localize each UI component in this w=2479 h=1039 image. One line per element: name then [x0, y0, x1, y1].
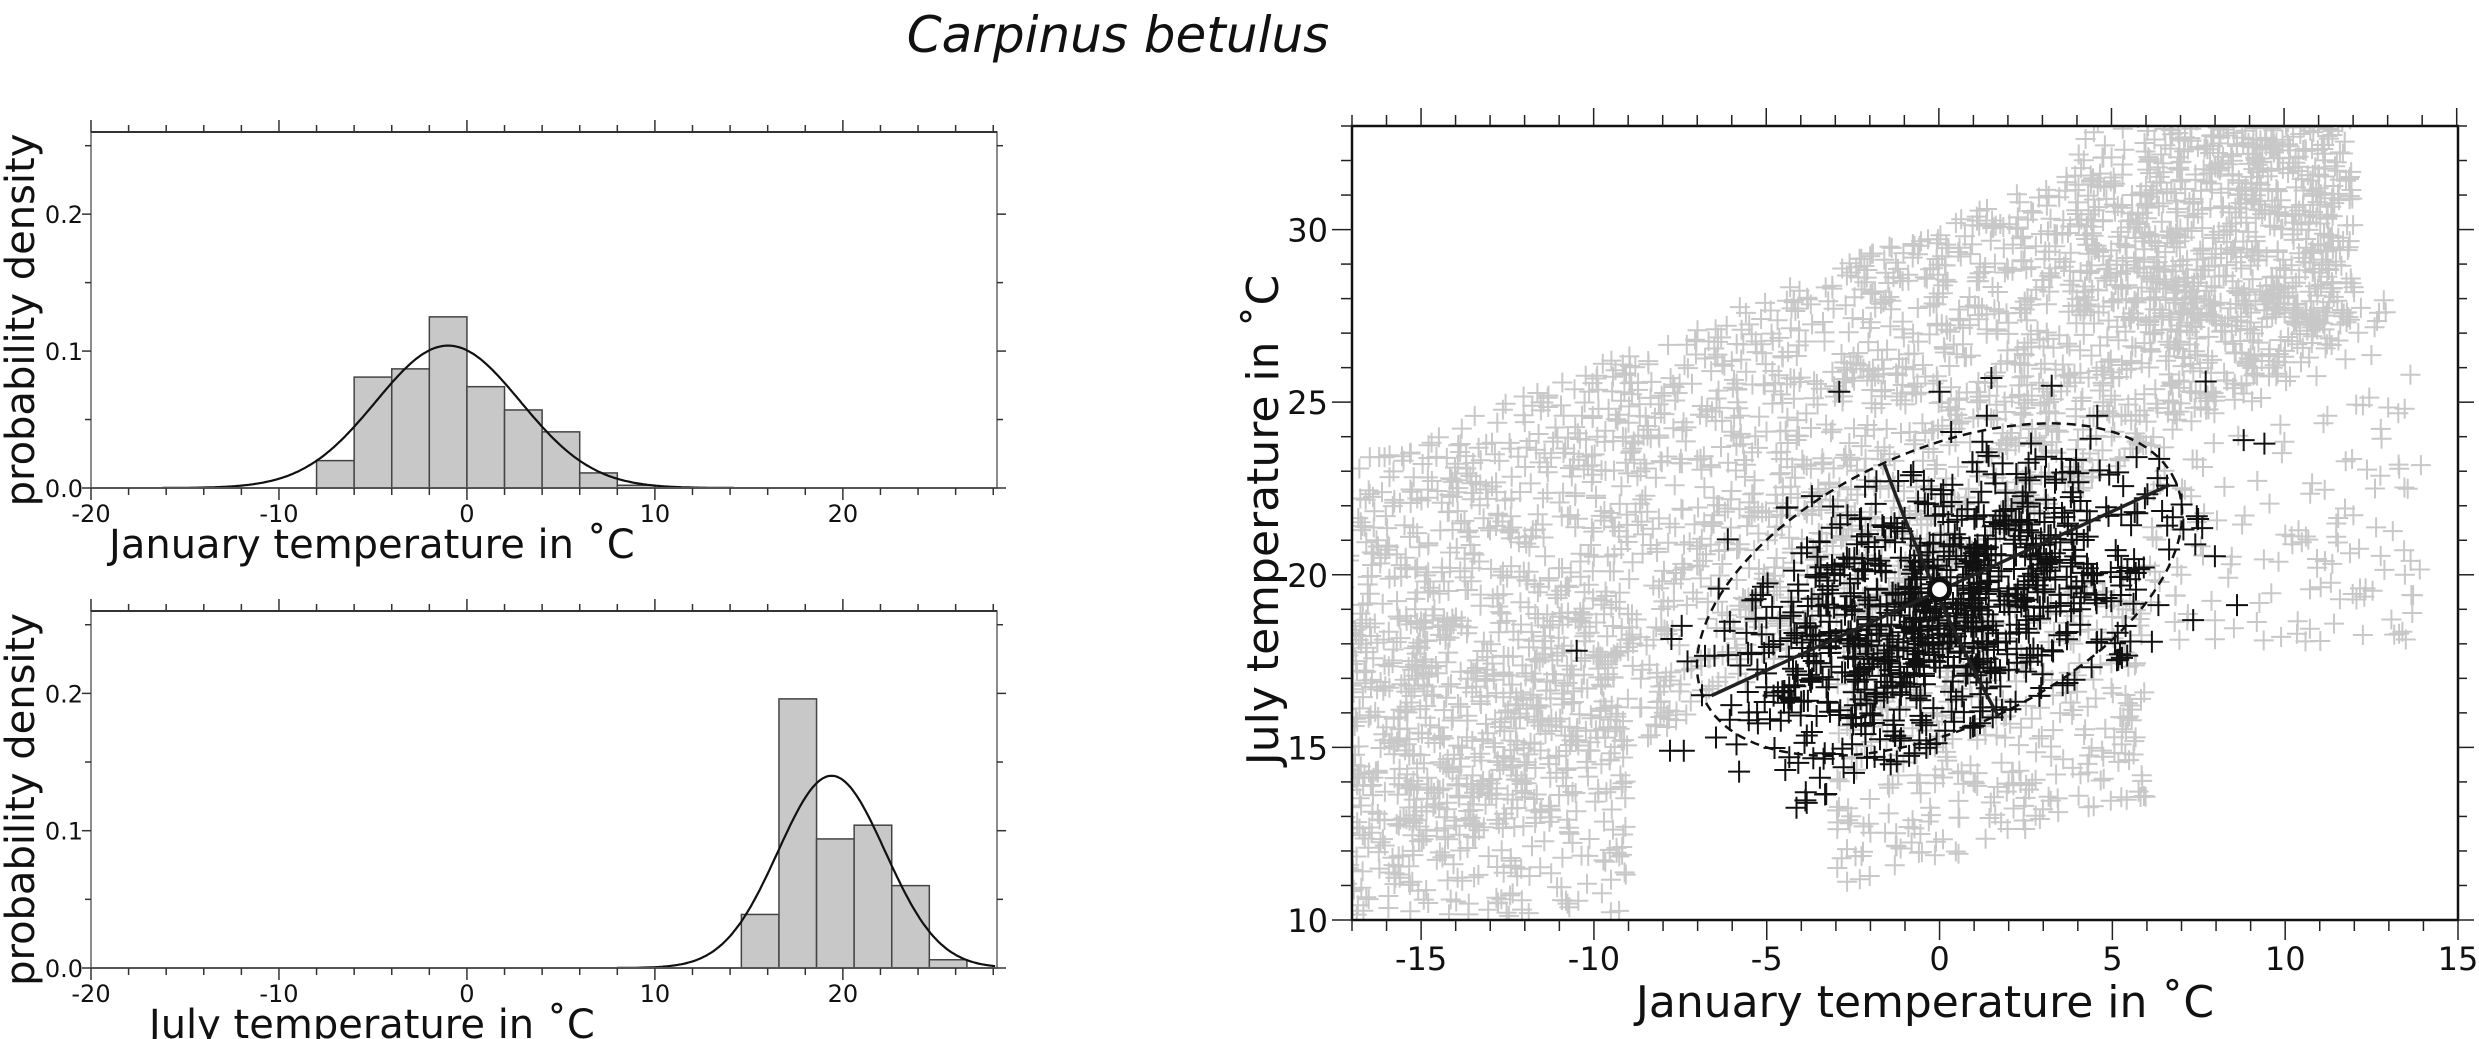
x-tick-label: 10 — [640, 500, 671, 528]
y-tick-label: 30 — [1287, 212, 1328, 250]
x-tick-label: -20 — [71, 500, 110, 528]
x-tick-label: -5 — [1751, 940, 1783, 978]
histogram-bar — [890, 884, 931, 969]
january-histogram: -20 -10 0 10 20 0.0 0.1 0.2 January temperature… — [0, 120, 1006, 568]
y-tick-label: 0.2 — [45, 680, 83, 708]
x-tick-label: -10 — [259, 500, 298, 528]
x-tick-label: 20 — [828, 980, 859, 1008]
scatter-axes: -15 -10 -5 0 5 10 15 10 15 20 25 30 — [1287, 108, 2478, 978]
x-tick-label: 10 — [2265, 940, 2306, 978]
x-tick-label: 0 — [459, 500, 474, 528]
histogram-bar — [503, 409, 543, 489]
y-tick-label: 15 — [1287, 729, 1328, 767]
y-tick-label: 0.1 — [45, 818, 83, 846]
y-tick-label: 0.0 — [45, 955, 83, 983]
histogram-bars — [740, 698, 968, 969]
background-points — [1352, 126, 2431, 920]
y-tick-label: 20 — [1287, 557, 1328, 595]
histogram-bar — [578, 472, 619, 489]
histogram-axes: -20 -10 0 10 20 0.0 0.1 0.2 — [45, 599, 1006, 1008]
histogram-bar — [353, 376, 393, 489]
histogram-bar — [541, 431, 581, 489]
confidence-ellipse — [1695, 422, 2184, 758]
histogram-bar — [853, 824, 893, 969]
centroid-marker — [1927, 577, 1953, 603]
x-tick-label: 15 — [2438, 940, 2479, 978]
x-tick-label: 5 — [2102, 940, 2122, 978]
histogram-bars — [315, 316, 656, 489]
x-tick-label: 20 — [828, 500, 859, 528]
y-tick-label: 0.2 — [45, 201, 83, 229]
species-points — [1565, 367, 2276, 819]
histogram-bar — [428, 316, 468, 489]
x-tick-label: -10 — [1568, 940, 1620, 978]
y-axis-label: probability density — [0, 134, 44, 507]
y-tick-label: 25 — [1287, 384, 1328, 422]
histogram-bar — [778, 698, 818, 969]
y-tick-label: 0.1 — [45, 338, 83, 366]
normal-fit-curve — [617, 774, 996, 969]
histogram-bar — [466, 385, 506, 489]
histogram-bar — [740, 913, 780, 969]
y-tick-label: 10 — [1287, 902, 1328, 940]
july-histogram: -20 -10 0 10 20 0.0 0.1 0.2 July temperature in… — [0, 599, 1006, 1039]
x-axis-label: January temperature in ˚C — [106, 522, 635, 568]
x-axis-label: July temperature in ˚C — [146, 1002, 595, 1039]
y-tick-label: 0.0 — [45, 475, 83, 503]
normal-fit-curve — [162, 344, 734, 489]
ellipse-outline — [1695, 422, 2184, 758]
x-tick-label: -10 — [259, 980, 298, 1008]
histogram-axes: -20 -10 0 10 20 0.0 0.1 0.2 — [45, 120, 1006, 528]
histogram-bar — [928, 959, 968, 969]
x-tick-label: -20 — [71, 980, 110, 1008]
x-axis-label: January temperature in ˚C — [1633, 977, 2214, 1028]
x-tick-label: 10 — [640, 980, 671, 1008]
x-tick-label: 0 — [459, 980, 474, 1008]
histogram-bar — [390, 368, 431, 489]
x-tick-label: 0 — [1929, 940, 1949, 978]
scatter-plot: -15 -10 -5 0 5 10 15 10 15 20 25 30 January tempera… — [1238, 108, 2478, 1028]
figure-title: Carpinus betulus — [907, 6, 1330, 64]
y-axis-label: probability density — [0, 613, 44, 986]
histogram-bar — [815, 838, 855, 969]
x-tick-label: -15 — [1395, 940, 1447, 978]
y-axis-label: July temperature in ˚C — [1238, 275, 1289, 769]
histogram-bar — [315, 459, 355, 489]
